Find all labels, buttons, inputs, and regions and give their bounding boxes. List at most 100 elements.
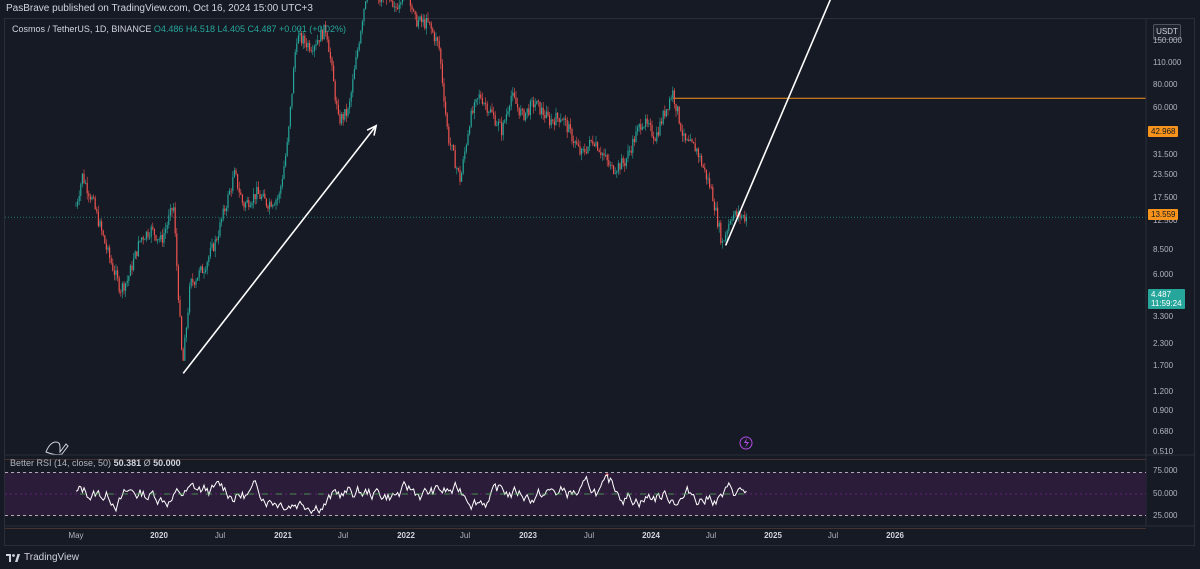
candle-body: [448, 126, 450, 144]
candle-body: [624, 163, 626, 166]
price-tick: 0.680: [1153, 427, 1174, 436]
candle-body: [493, 112, 495, 116]
candle-body: [393, 6, 395, 8]
candle-body: [717, 207, 719, 227]
candle-body: [169, 208, 171, 216]
price-tick: 17.500: [1153, 193, 1178, 202]
bar-countdown: 11:59:24: [1151, 299, 1182, 308]
candle-body: [648, 123, 650, 124]
candle-body: [121, 283, 123, 293]
candle-body: [635, 131, 637, 143]
candle-body: [622, 158, 624, 164]
candle-body: [688, 139, 690, 142]
candle-body: [198, 270, 200, 278]
candle-body: [539, 101, 541, 115]
candle-body: [115, 270, 117, 275]
candle-body: [166, 224, 168, 230]
candle-body: [217, 236, 219, 241]
candle-body: [637, 127, 639, 132]
candle-body: [481, 98, 483, 104]
candle-body: [381, 0, 383, 3]
candle-body: [457, 168, 459, 171]
candle-body: [574, 141, 576, 144]
candle-body: [741, 216, 743, 218]
candle-body: [614, 173, 616, 174]
candle-body: [713, 201, 715, 211]
footer: TradingView: [6, 552, 79, 563]
candle-body: [94, 197, 96, 210]
candle-body: [699, 155, 701, 158]
candle-body: [632, 138, 634, 153]
candle-body: [395, 6, 397, 8]
rsi-legend[interactable]: Better RSI (14, close, 50) 50.381 Ø 50.0…: [10, 458, 181, 468]
candle-body: [349, 101, 351, 109]
candle-body: [587, 146, 589, 154]
candle-body: [661, 121, 663, 124]
candle-body: [225, 208, 227, 212]
candle-body: [123, 283, 125, 291]
candle-body: [606, 155, 608, 161]
price-tick: 60.000: [1153, 103, 1178, 112]
candle-body: [118, 277, 120, 292]
time-tick: 2026: [886, 531, 904, 540]
candle-body: [342, 114, 344, 120]
candle-body: [721, 241, 723, 243]
candle-body: [651, 124, 653, 137]
candle-body: [469, 126, 471, 135]
candle-body: [401, 0, 403, 3]
candle-body: [659, 121, 661, 136]
candle-body: [337, 104, 339, 115]
candle-body: [126, 280, 128, 284]
trend-arrow: [182, 125, 377, 374]
time-tick: 2021: [274, 531, 292, 540]
candle-body: [505, 114, 507, 121]
candle-body: [665, 109, 667, 117]
candle-body: [281, 178, 283, 187]
candle-body: [566, 119, 568, 133]
currency-button[interactable]: USDT: [1153, 24, 1181, 40]
candle-body: [425, 18, 427, 29]
level-label-top: 42.968: [1148, 126, 1179, 137]
candle-body: [110, 258, 112, 264]
price-tick: 12.500: [1153, 216, 1178, 225]
symbol-legend[interactable]: Cosmos / TetherUS, 1D, BINANCE O4.486 H4…: [12, 24, 346, 34]
candle-body: [105, 243, 107, 250]
candle-body: [573, 141, 575, 144]
candle-body: [664, 110, 666, 117]
candle-body: [720, 222, 722, 243]
candle-body: [189, 286, 191, 313]
candle-body: [230, 190, 232, 192]
candle-body: [675, 104, 677, 112]
candle-body: [155, 235, 157, 241]
candle-body: [245, 202, 247, 208]
candle-body: [417, 20, 419, 27]
candle-body: [525, 112, 527, 121]
candle-body: [97, 211, 99, 227]
candle-body: [725, 234, 727, 241]
candle-body: [152, 226, 154, 229]
candle-body: [733, 214, 735, 220]
candle-body: [353, 69, 355, 80]
candle-body: [478, 94, 480, 99]
candle-body: [645, 118, 647, 127]
candle-body: [467, 134, 469, 145]
candle-body: [441, 63, 443, 84]
candle-body: [275, 199, 277, 205]
candle-body: [400, 2, 402, 5]
candle-body: [601, 153, 603, 155]
candle-body: [144, 239, 146, 241]
candle-body: [517, 103, 519, 108]
candle-body: [397, 7, 399, 9]
candle-body: [649, 123, 651, 125]
candle-body: [201, 266, 203, 274]
candle-body: [305, 43, 307, 48]
candle-body: [553, 121, 555, 126]
candle-body: [336, 100, 338, 105]
candle-body: [454, 150, 456, 169]
candle-body: [153, 228, 155, 236]
candle-body: [390, 0, 392, 1]
candle-body: [163, 233, 165, 243]
candle-body: [712, 187, 714, 202]
time-tick: May: [68, 531, 84, 540]
